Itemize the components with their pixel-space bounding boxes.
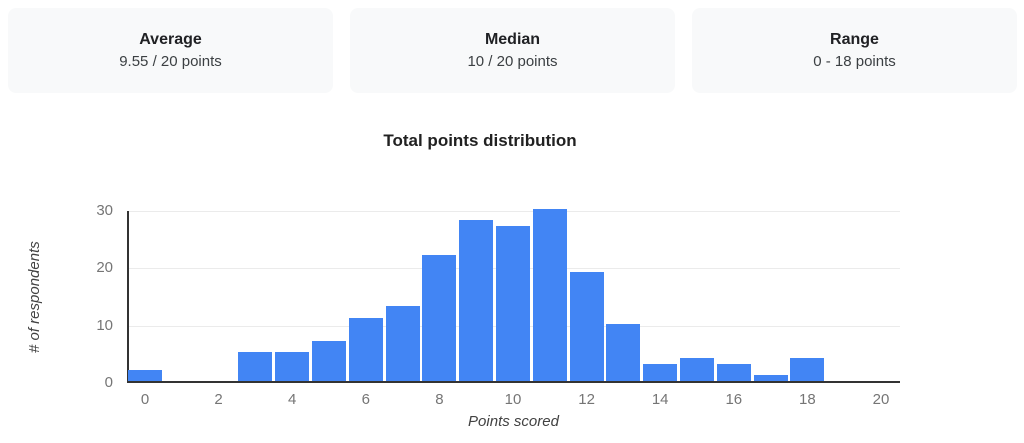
x-tick-label-10: 10 [504, 391, 522, 408]
bar-score-16[interactable] [716, 363, 751, 381]
gridline-y-30 [129, 211, 900, 212]
x-tick-label-6: 6 [361, 391, 370, 408]
x-tick-label-2: 2 [214, 391, 223, 408]
stats-summary-row: Average 9.55 / 20 points Median 10 / 20 … [8, 8, 1017, 93]
bar-score-15[interactable] [680, 358, 714, 381]
x-tick-label-0: 0 [140, 391, 150, 408]
bar-score-9[interactable] [459, 220, 494, 381]
x-tick-label-18: 18 [799, 391, 816, 408]
bar-score-12[interactable] [569, 272, 604, 381]
stat-card-average-value: 9.55 / 20 points [119, 53, 222, 71]
chart-title: Total points distribution [383, 131, 577, 150]
y-tick-label-0: 0 [104, 374, 113, 391]
bar-score-13[interactable] [606, 323, 641, 381]
bar-score-0[interactable] [128, 369, 162, 381]
bar-score-7[interactable] [385, 306, 420, 381]
bar-score-18[interactable] [790, 358, 825, 381]
x-tick-label-20: 20 [872, 391, 890, 408]
bar-score-6[interactable] [348, 317, 383, 381]
bar-score-10[interactable] [496, 226, 530, 381]
x-tick-label-8: 8 [435, 391, 444, 408]
x-axis-title: Points scored [468, 413, 559, 430]
x-tick-label-12: 12 [578, 391, 595, 408]
y-tick-label-10: 10 [96, 316, 113, 334]
bar-score-5[interactable] [312, 340, 346, 381]
stat-card-range-label: Range [830, 31, 879, 49]
stat-card-median-label: Median [484, 31, 541, 49]
y-axis-title: # of respondents [26, 241, 43, 353]
stat-card-median-value: 10 / 20 points [467, 53, 558, 71]
bar-score-11[interactable] [532, 209, 567, 381]
x-tick-label-16: 16 [725, 391, 743, 408]
stat-card-range: Range 0 - 18 points [692, 8, 1017, 93]
stat-card-median: Median 10 / 20 points [350, 8, 675, 93]
bar-score-4[interactable] [275, 352, 310, 381]
bar-score-3[interactable] [238, 352, 273, 381]
x-tick-label-4: 4 [288, 391, 297, 408]
bar-score-8[interactable] [422, 254, 457, 381]
y-tick-label-30: 30 [96, 202, 113, 219]
stat-card-average-label: Average [139, 31, 202, 49]
plot-area [127, 209, 900, 383]
bar-score-14[interactable] [643, 363, 678, 381]
bar-score-17[interactable] [753, 375, 788, 381]
stat-card-average: Average 9.55 / 20 points [8, 8, 333, 93]
y-tick-label-20: 20 [96, 259, 113, 277]
x-tick-label-14: 14 [651, 391, 669, 408]
stat-card-range-value: 0 - 18 points [813, 53, 896, 71]
